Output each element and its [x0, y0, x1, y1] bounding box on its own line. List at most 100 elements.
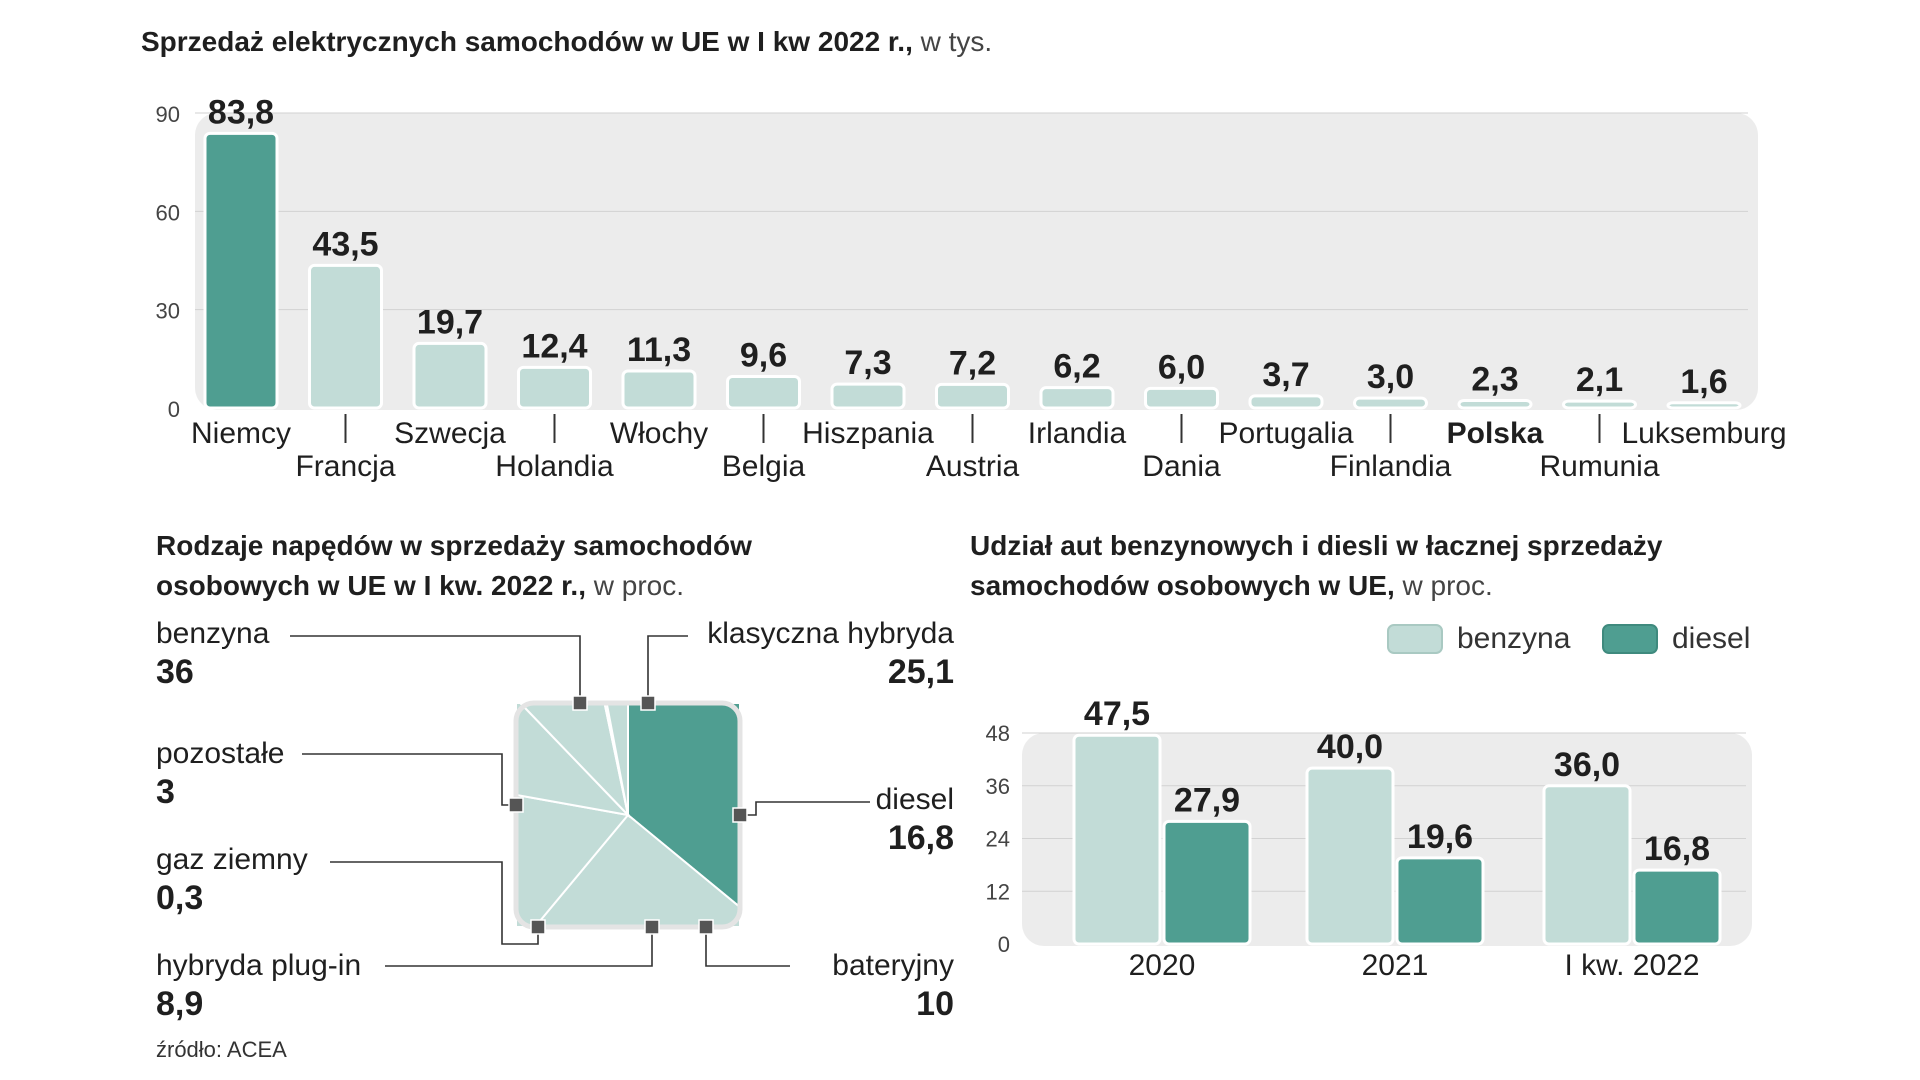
chart1-category-label-belgia: Belgia [722, 450, 806, 483]
pie-label-diesel-value: 16,8 [887, 819, 954, 857]
chart1-value-label-wlochy: 11,3 [627, 331, 691, 369]
chart1-value-label-francja: 43,5 [312, 225, 378, 263]
chart1-category-label-wlochy: Włochy [610, 417, 708, 450]
chart1-category-label-finlandia: Finlandia [1330, 450, 1452, 483]
chart1-value-label-szwecja: 19,7 [417, 303, 483, 341]
chart1-category-label-portugalia: Portugalia [1218, 417, 1353, 450]
pie-label-benzyna-value: 36 [156, 653, 194, 691]
legend-label-benzyna: benzyna [1457, 622, 1571, 655]
pie-leader-line-benzyna [290, 635, 581, 703]
legend-label-diesel: diesel [1672, 622, 1751, 655]
chart3-bar-benzyna-2020 [1072, 733, 1162, 946]
chart1-category-label-austria: Austria [926, 450, 1020, 483]
chart1-bar-irlandia [1039, 386, 1115, 410]
chart1-value-label-austria: 7,2 [949, 344, 996, 382]
pie-label-pozostale-name: pozostałe [156, 737, 285, 770]
chart1-bar-portugalia [1248, 394, 1324, 410]
chart3-ytick-label: 36 [986, 774, 1010, 799]
chart2-title-main: Rodzaje napędów w sprzedaży samochodów o… [156, 530, 752, 601]
chart3-bar-benzyna-2021 [1305, 766, 1395, 946]
pie-label-gaz-ziemny-value: 0,3 [156, 879, 204, 917]
pie-leader-line-diesel [740, 801, 870, 816]
chart1-value-label-hiszpania: 7,3 [844, 344, 891, 382]
pie-label-diesel-name: diesel [875, 783, 954, 816]
chart2-title-unit: w proc. [593, 570, 685, 601]
chart1-bar-dania [1144, 386, 1219, 410]
chart1-bar-szwecja [412, 341, 488, 410]
chart1-value-label-holandia: 12,4 [521, 327, 587, 365]
chart3-bar-diesel-i-kw-2022 [1632, 868, 1722, 946]
chart1-category-label-dania: Dania [1142, 450, 1221, 483]
chart3-ytick-label: 0 [998, 932, 1010, 957]
chart1-ytick-label: 90 [156, 102, 180, 127]
pie-marker-bateryjny [698, 919, 714, 935]
source-note: źródło: ACEA [156, 1037, 287, 1062]
chart3-category-label-2020: 2020 [1129, 949, 1196, 982]
pie-label-bateryjny-value: 10 [916, 985, 954, 1023]
pie-marker-gaz-ziemny [530, 919, 546, 935]
chart1-title-main: Sprzedaż elektrycznych samochodów w UE w… [141, 26, 913, 57]
chart1-category-label-irlandia: Irlandia [1028, 417, 1127, 450]
pie-label-klasyczna-hybryda: klasyczna hybryda 25,1 [707, 616, 954, 692]
pie-marker-klasyczna-hybryda [640, 695, 656, 711]
legend-swatch-benzyna [1387, 624, 1443, 654]
chart3-title-unit: w proc. [1402, 570, 1493, 601]
chart3-value-label-benzyna-2021: 40,0 [1317, 728, 1383, 766]
chart1-category-label-niemcy: Niemcy [191, 417, 291, 450]
chart3-bar-diesel-2020 [1162, 819, 1252, 946]
chart1-value-label-portugalia: 3,7 [1262, 356, 1309, 394]
chart3-ytick-label: 12 [986, 879, 1010, 904]
chart1-title: Sprzedaż elektrycznych samochodów w UE w… [141, 22, 992, 62]
chart3-title: Udział aut benzynowych i diesli w łaczne… [970, 526, 1730, 606]
chart1-bar-polska [1457, 398, 1533, 410]
pie-leader-line-klasyczna-hybryda [647, 635, 688, 703]
pie-marker-benzyna [572, 695, 588, 711]
chart1-bar-holandia [517, 365, 592, 410]
pie-label-pozostale-value: 3 [156, 773, 175, 811]
chart1-category-label-polska: Polska [1447, 417, 1544, 450]
chart1-value-label-rumunia: 2,1 [1576, 361, 1623, 399]
chart2-title: Rodzaje napędów w sprzedaży samochodów o… [156, 526, 836, 606]
pie-label-benzyna-name: benzyna [156, 617, 270, 650]
chart1-bar-rumunia [1562, 399, 1637, 410]
chart1-category-label-hiszpania: Hiszpania [802, 417, 934, 450]
chart1-value-label-luksemburg: 1,6 [1680, 363, 1727, 401]
pie-marker-hybryda-plug-in [644, 919, 660, 935]
chart1-value-label-belgia: 9,6 [740, 337, 787, 375]
chart1-category-label-szwecja: Szwecja [394, 417, 506, 450]
chart3-ytick-label: 24 [986, 827, 1010, 852]
pie-leader-line-hybryda-plug-in [385, 927, 653, 967]
chart1-bar-finlandia [1353, 396, 1428, 410]
chart3-value-label-benzyna-i-kw-2022: 36,0 [1554, 746, 1620, 784]
chart1-value-label-polska: 2,3 [1471, 360, 1518, 398]
legend-swatch-diesel [1602, 624, 1658, 654]
chart1-category-label-rumunia: Rumunia [1539, 450, 1659, 483]
chart1-ytick-label: 30 [156, 299, 180, 324]
pie-label-gaz-ziemny: gaz ziemny 0,3 [156, 842, 308, 918]
chart3-title-main: Udział aut benzynowych i diesli w łaczne… [970, 530, 1663, 601]
chart1-ytick-label: 60 [156, 200, 180, 225]
pie-label-benzyna: benzyna 36 [156, 616, 269, 692]
pie-label-bateryjny: bateryjny 10 [832, 948, 954, 1024]
pie-marker-diesel [732, 807, 748, 823]
pie-label-hybryda-plug-in-value: 8,9 [156, 985, 204, 1023]
pie-label-hybryda-plug-in-name: hybryda plug-in [156, 949, 362, 982]
chart1-category-label-holandia: Holandia [495, 450, 614, 483]
pie-label-klasyczna-hybryda-value: 25,1 [887, 653, 954, 691]
legend-item-benzyna: benzyna [1387, 622, 1570, 656]
chart3-value-label-diesel-2020: 27,9 [1174, 781, 1240, 819]
chart1-bar-luksemburg [1666, 401, 1742, 410]
chart1-title-unit: w tys. [920, 26, 993, 57]
chart3-value-label-diesel-2021: 19,6 [1407, 818, 1473, 856]
pie-leader-line-bateryjny [705, 927, 790, 967]
pie-marker-pozostale [508, 797, 524, 813]
chart1-category-label-francja: Francja [295, 450, 395, 483]
chart1-bar-niemcy [203, 131, 279, 410]
pie-leader-line-pozostale [302, 753, 516, 806]
chart1-bar-hiszpania [830, 382, 906, 410]
chart1-ytick-label: 0 [168, 397, 180, 422]
pie-label-hybryda-plug-in: hybryda plug-in 8,9 [156, 948, 361, 1024]
chart1-value-label-dania: 6,0 [1158, 348, 1205, 386]
chart1-bar-francja [308, 263, 383, 410]
